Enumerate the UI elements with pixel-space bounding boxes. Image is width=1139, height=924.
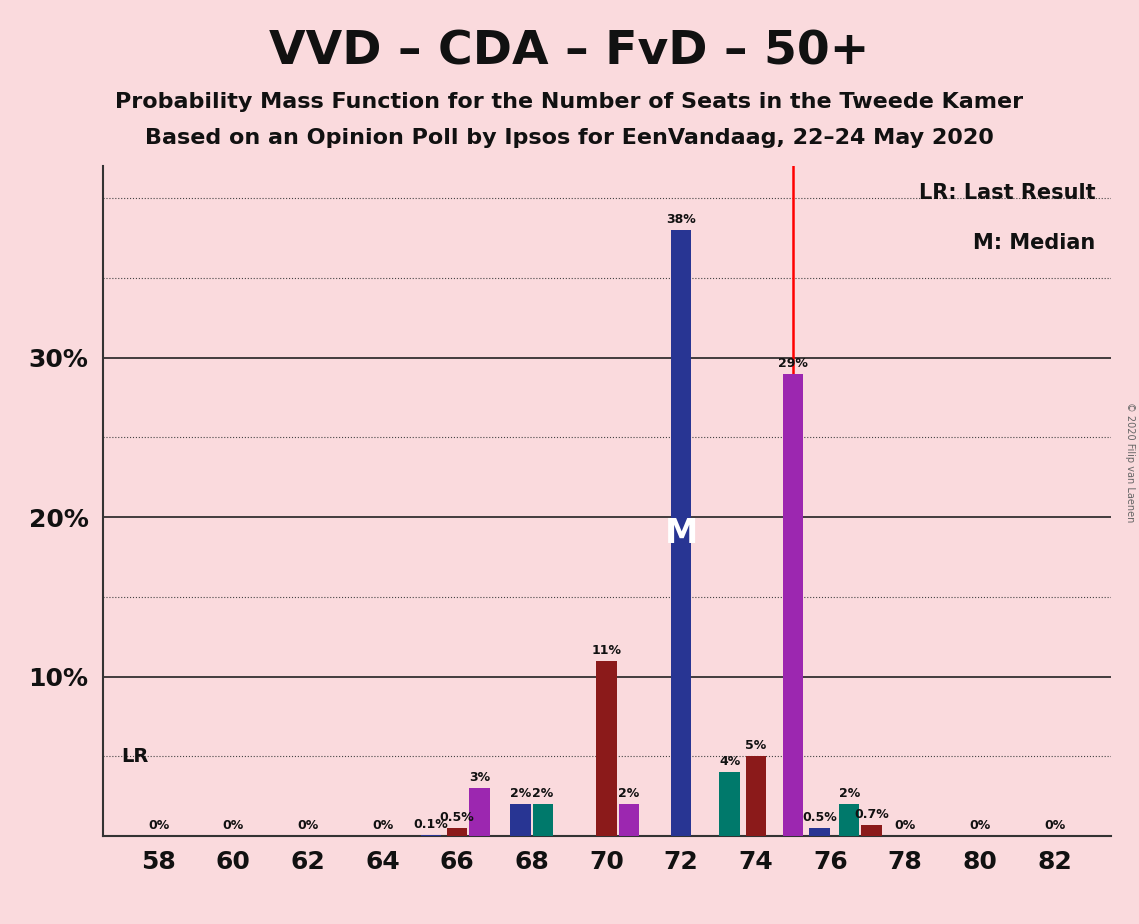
Text: 0%: 0% [297,820,319,833]
Text: 4%: 4% [719,756,740,769]
Text: 0%: 0% [969,820,991,833]
Text: 2%: 2% [618,787,639,800]
Text: 11%: 11% [591,644,622,657]
Bar [839,804,860,836]
Text: M: Median: M: Median [973,234,1096,253]
Text: 0.7%: 0.7% [854,808,888,821]
Bar [809,828,829,836]
Text: 0%: 0% [894,820,916,833]
Text: LR: Last Result: LR: Last Result [919,183,1096,203]
Text: 29%: 29% [778,357,809,370]
Bar [861,825,882,836]
Text: 0%: 0% [222,820,244,833]
Text: 0%: 0% [148,820,169,833]
Text: 0.5%: 0.5% [802,811,837,824]
Bar [446,828,467,836]
Text: 38%: 38% [666,213,696,226]
Text: LR: LR [121,747,148,766]
Text: © 2020 Filip van Laenen: © 2020 Filip van Laenen [1125,402,1134,522]
Bar [420,834,441,836]
Bar [510,804,531,836]
Text: 0.5%: 0.5% [440,811,475,824]
Bar [618,804,639,836]
Text: 2%: 2% [532,787,554,800]
Text: 5%: 5% [745,739,767,752]
Text: 2%: 2% [838,787,860,800]
Bar [782,373,803,836]
Text: Probability Mass Function for the Number of Seats in the Tweede Kamer: Probability Mass Function for the Number… [115,92,1024,113]
Bar [533,804,554,836]
Bar [720,772,740,836]
Bar [469,788,490,836]
Text: 0%: 0% [372,820,393,833]
Text: M: M [664,517,698,550]
Bar [746,757,767,836]
Text: 3%: 3% [469,772,490,784]
Text: Based on an Opinion Poll by Ipsos for EenVandaag, 22–24 May 2020: Based on an Opinion Poll by Ipsos for Ee… [145,128,994,148]
Text: 0.1%: 0.1% [413,818,449,831]
Text: 0%: 0% [1044,820,1065,833]
Bar [596,661,617,836]
Text: VVD – CDA – FvD – 50+: VVD – CDA – FvD – 50+ [269,30,870,75]
Bar [671,230,691,836]
Text: 2%: 2% [510,787,531,800]
